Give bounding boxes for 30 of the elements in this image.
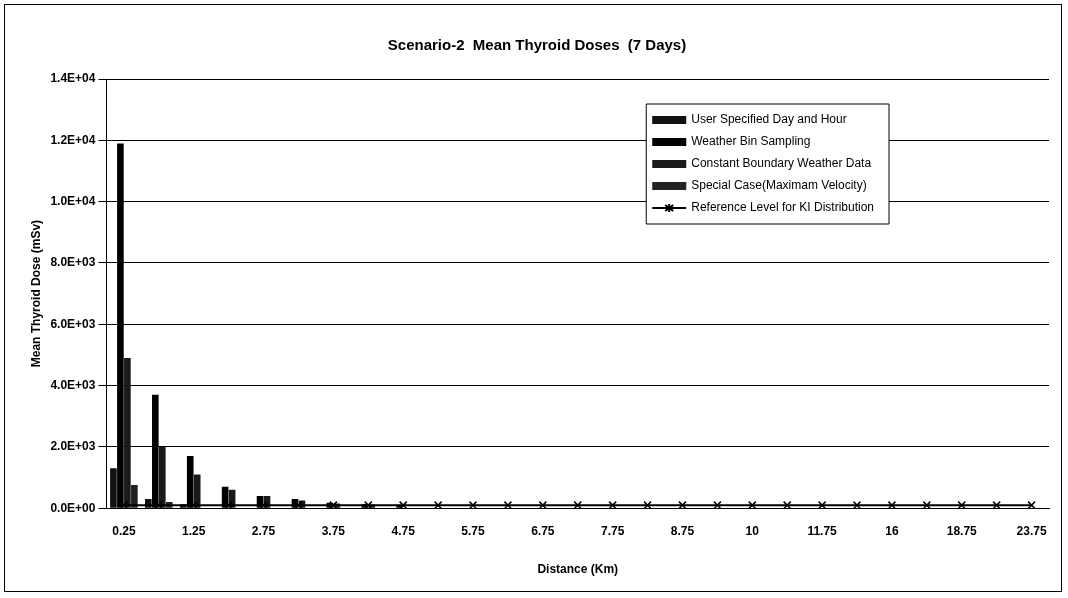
y-tick-label: 2.0E+03 [50,439,96,454]
x-tick-label: 4.75 [391,523,416,538]
x-tick-label: 2.75 [251,523,276,538]
y-tick-label: 4.0E+03 [50,377,96,392]
y-tick-label: 1.0E+04 [50,193,96,208]
legend-label: Reference Level for KI Distribution [691,200,875,215]
y-tick-label: 8.0E+03 [50,255,96,270]
x-tick-label: 10 [745,523,760,538]
x-tick-label: 16 [885,523,899,538]
x-tick-label: 18.75 [946,523,978,538]
x-axis-title: Distance (Km) [537,562,619,577]
y-tick-label: 1.2E+04 [50,132,96,147]
y-tick-label: 0.0E+00 [50,500,96,515]
legend-label: Special Case(Maximam Velocity) [691,178,867,193]
x-tick-label: 8.75 [670,523,695,538]
y-tick-label: 6.0E+03 [50,316,96,331]
legend-label: Constant Boundary Weather Data [691,156,872,171]
chart-title: Scenario-2 Mean Thyroid Doses (7 Days) [387,36,687,54]
legend-label: Weather Bin Sampling [691,134,811,149]
x-tick-label: 1.25 [182,523,206,538]
x-tick-label: 0.25 [112,523,136,538]
x-tick-label: 6.75 [531,523,555,538]
x-tick-label: 23.75 [1016,523,1047,538]
y-axis-title: Mean Thyroid Dose (mSv) [28,219,43,368]
y-tick-label: 1.4E+04 [50,71,96,86]
x-tick-label: 3.75 [321,523,346,538]
x-tick-label: 5.75 [461,523,485,538]
legend-label: User Specified Day and Hour [691,112,847,127]
x-tick-label: 7.75 [600,523,625,538]
x-tick-label: 11.75 [807,523,838,538]
